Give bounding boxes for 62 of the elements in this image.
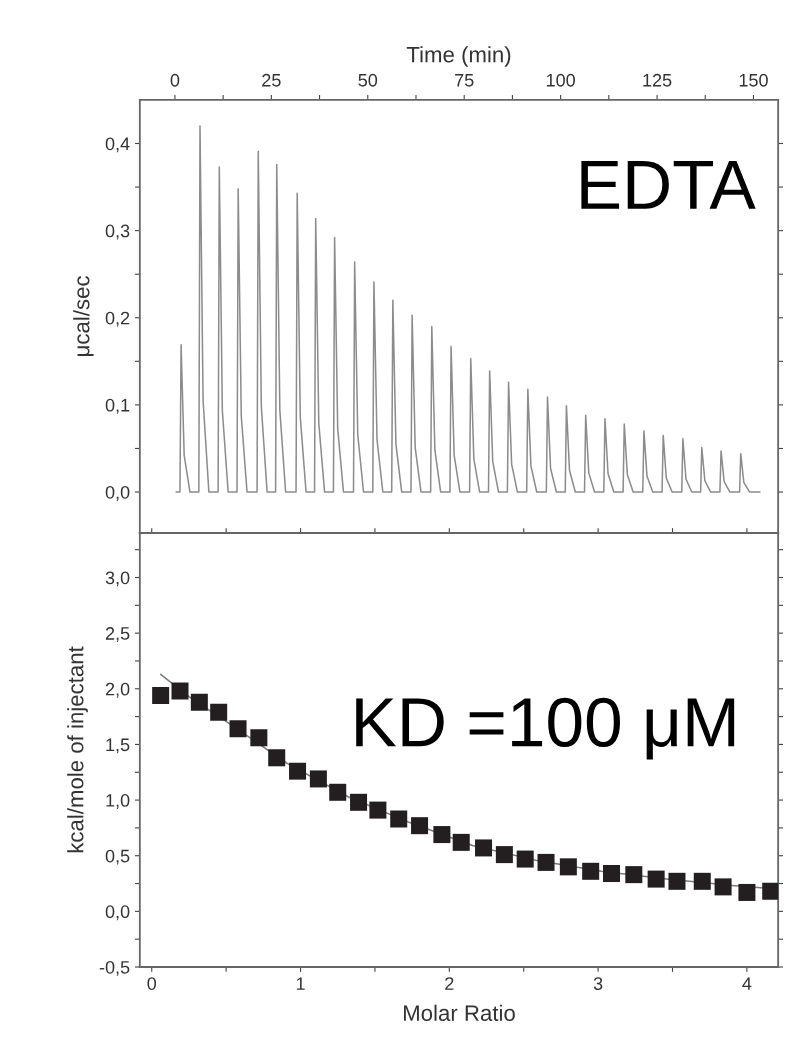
y-tick-label: 0,1 xyxy=(105,398,130,414)
point xyxy=(190,693,208,711)
y-tick-label: 0,2 xyxy=(105,311,130,327)
x-tick-label: 2 xyxy=(445,977,454,990)
x-axis-title: Molar Ratio xyxy=(404,1004,515,1021)
x-tick-label: 3 xyxy=(593,977,603,990)
y-tick-label: 2,5 xyxy=(105,627,130,642)
x-tick-label: 0 xyxy=(147,977,157,990)
point xyxy=(152,686,170,704)
point xyxy=(229,720,247,738)
point xyxy=(411,817,429,835)
y-axis-title: μcal/sec xyxy=(73,276,94,356)
x-tick-label: 50 xyxy=(358,73,378,87)
point xyxy=(738,883,756,901)
point xyxy=(714,878,732,896)
point xyxy=(693,872,711,890)
y-tick-label: 1,0 xyxy=(106,794,130,809)
x-axis-title: Time (min) xyxy=(406,46,511,67)
line-series xyxy=(175,125,761,493)
annotation: KD =100 μM xyxy=(356,697,735,760)
annotation: EDTA xyxy=(581,161,756,209)
point xyxy=(668,872,686,890)
point xyxy=(495,846,513,864)
point xyxy=(309,770,327,788)
x-tick-label: 1 xyxy=(296,977,305,990)
point xyxy=(390,810,408,828)
point xyxy=(537,853,555,871)
point xyxy=(647,870,665,888)
y-tick-label: -0,5 xyxy=(99,960,130,976)
point xyxy=(516,850,534,868)
x-tick-label: 75 xyxy=(455,74,474,87)
y-tick-label: 0,0 xyxy=(105,905,130,921)
point xyxy=(329,783,347,801)
y-axis-title: kcal/mole of injectant xyxy=(67,646,88,853)
y-tick-label: 1,5 xyxy=(106,738,130,754)
point xyxy=(210,703,228,721)
point xyxy=(625,866,643,884)
x-tick-label: 0 xyxy=(170,73,180,87)
point xyxy=(171,682,189,700)
x-tick-label: 4 xyxy=(742,977,752,990)
point xyxy=(268,749,286,767)
point xyxy=(582,862,600,880)
point xyxy=(475,839,493,857)
y-tick-label: 2,0 xyxy=(105,682,130,698)
point xyxy=(603,865,621,883)
x-tick-label: 150 xyxy=(739,73,768,87)
point xyxy=(350,793,368,811)
y-tick-label: 0,5 xyxy=(105,849,130,865)
point xyxy=(433,826,451,844)
y-tick-label: 0,0 xyxy=(105,485,130,501)
point xyxy=(452,833,470,851)
point xyxy=(289,762,307,780)
x-tick-label: 125 xyxy=(643,73,672,87)
point xyxy=(559,858,577,876)
y-tick-label: 3,0 xyxy=(105,571,130,587)
point xyxy=(369,801,387,819)
x-tick-label: 100 xyxy=(546,73,575,87)
y-tick-label: 0,4 xyxy=(105,137,130,153)
x-tick-label: 25 xyxy=(262,73,281,87)
point xyxy=(762,882,779,900)
point xyxy=(250,729,268,747)
y-tick-label: 0,3 xyxy=(105,224,130,240)
